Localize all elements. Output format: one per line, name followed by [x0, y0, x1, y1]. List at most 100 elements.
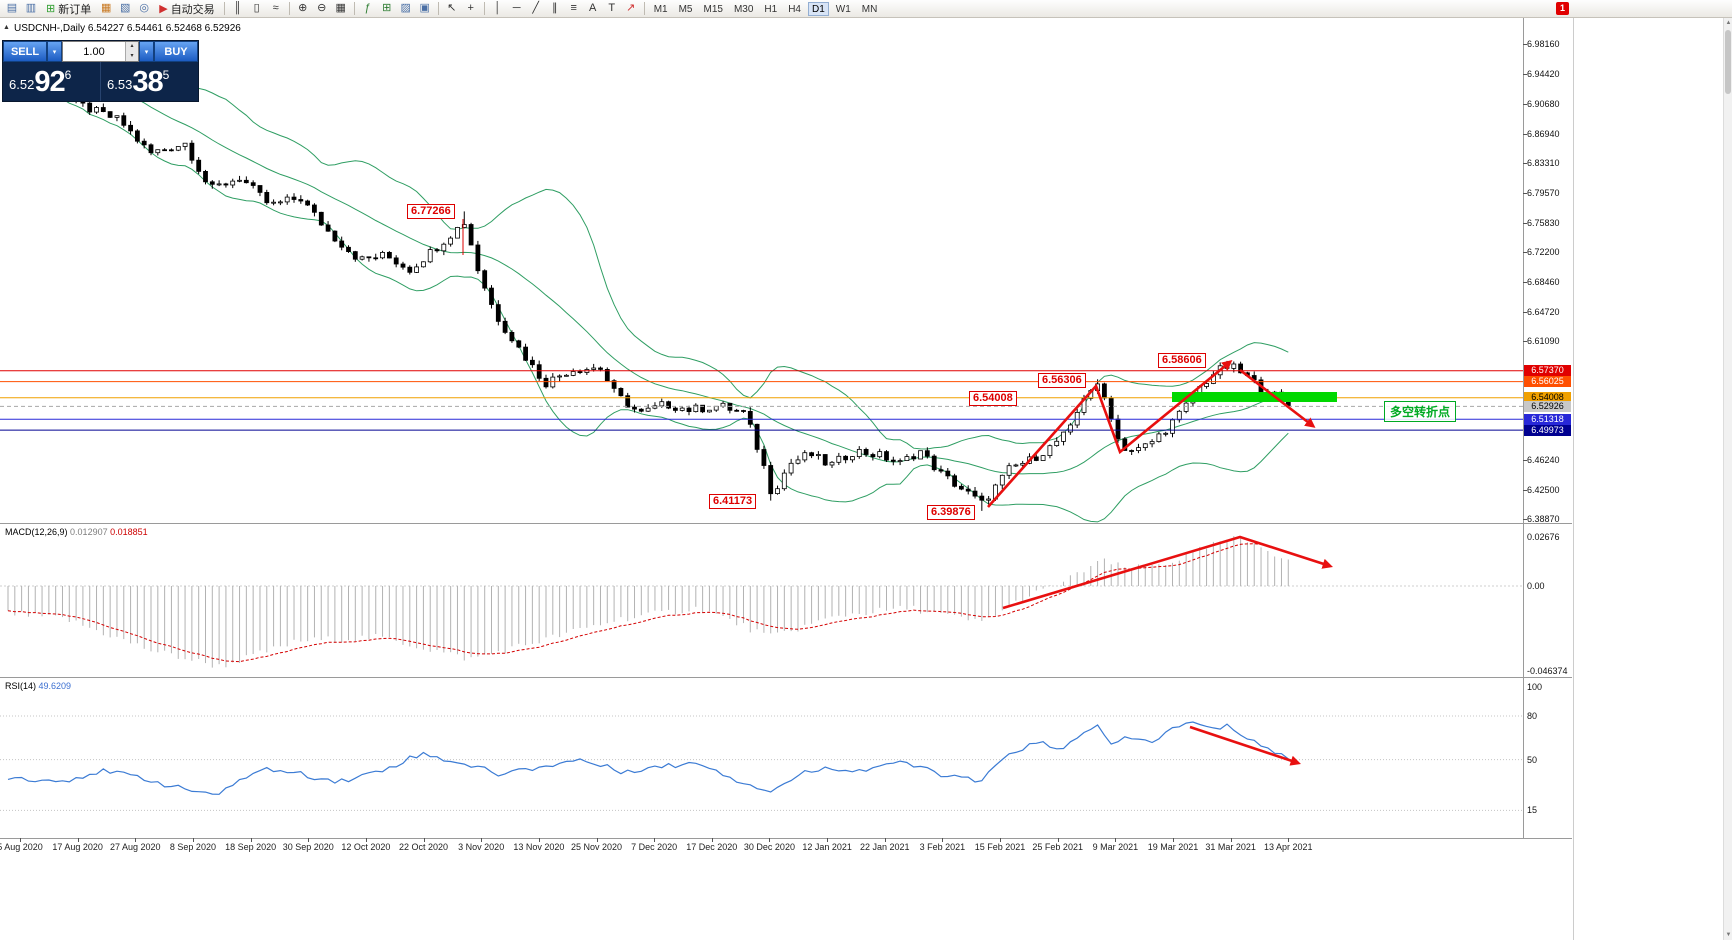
macd-axis-label: 0.02676 [1527, 532, 1560, 543]
timeframe-w1[interactable]: W1 [835, 3, 851, 15]
price-callout[interactable]: 6.77266 [407, 204, 455, 219]
chart-workspace[interactable]: ▲ USDCNH-,Daily 6.54227 6.54461 6.52468 … [0, 18, 1732, 940]
date-tick [769, 838, 771, 842]
horizontal-line-icon[interactable]: ─ [512, 2, 521, 14]
timeframe-m5[interactable]: M5 [678, 3, 693, 15]
trend-arrows[interactable] [987, 360, 1333, 766]
buy-dropdown-icon[interactable]: ▾ [139, 41, 154, 62]
price-line-badge: 6.54008 [1524, 392, 1571, 404]
price-tick [1523, 251, 1527, 253]
price-axis-label: 6.42500 [1527, 484, 1560, 495]
alert-count-badge[interactable]: 1 [1556, 2, 1569, 15]
price-axis-label: 6.79570 [1527, 187, 1560, 198]
date-label: 25 Feb 2021 [1032, 842, 1083, 852]
navigator-icon[interactable]: ◎ [139, 2, 150, 14]
price-callout[interactable]: 6.54008 [969, 391, 1017, 406]
buy-button[interactable]: BUY [154, 41, 198, 62]
zoom-in-icon[interactable]: ⊕ [298, 2, 308, 14]
arrows-icon[interactable]: ↗ [626, 2, 636, 14]
timeframe-m1[interactable]: M1 [653, 3, 668, 15]
trendline-icon[interactable]: ╱ [532, 2, 539, 14]
crosshair-icon[interactable]: + [467, 2, 474, 14]
volume-up-icon[interactable]: ▴ [126, 42, 138, 52]
toolbar-separator [483, 2, 485, 15]
timeframe-h4[interactable]: H4 [788, 3, 801, 15]
grid-icon[interactable]: ▦ [335, 2, 346, 14]
label-icon[interactable]: T [608, 2, 616, 14]
sell-dropdown-icon[interactable]: ▾ [47, 41, 62, 62]
scrollbar-thumb[interactable] [1725, 30, 1731, 94]
price-tick [1523, 340, 1527, 342]
profiles-icon[interactable]: ▥ [25, 2, 37, 14]
timeframe-m15[interactable]: M15 [703, 3, 723, 15]
rsi-panel-divider[interactable] [0, 677, 1572, 678]
cursor-icon[interactable]: ↖ [447, 2, 457, 14]
volume-field[interactable]: ▴ ▾ [62, 41, 139, 62]
scroll-down-icon[interactable]: ▼ [1725, 932, 1732, 938]
timeframe-d1[interactable]: D1 [808, 1, 829, 16]
candlesticks [5, 65, 1291, 511]
toolbar-separator [353, 2, 355, 15]
buy-price[interactable]: 6.53 38 5 [100, 62, 198, 101]
date-label: 15 Feb 2021 [974, 842, 1026, 852]
volume-spinner[interactable]: ▴ ▾ [125, 42, 138, 61]
chart-collapse-icon[interactable]: ▲ [3, 24, 10, 31]
toolbar-separator [643, 2, 645, 15]
new-order-button[interactable]: ⊞ 新订单 [41, 1, 96, 16]
new-chart-icon[interactable]: ▤ [6, 2, 18, 14]
sell-price[interactable]: 6.52 92 6 [3, 62, 100, 101]
price-callout[interactable]: 6.58606 [1158, 353, 1206, 368]
price-callout[interactable]: 6.39876 [927, 505, 975, 520]
zoom-out-icon[interactable]: ⊖ [317, 2, 327, 14]
templates-icon[interactable]: ▨ [400, 2, 411, 14]
date-tick [365, 838, 367, 842]
timeframe-m30[interactable]: M30 [733, 3, 754, 15]
date-label: 3 Feb 2021 [919, 842, 966, 852]
rsi-axis-label: 15 [1527, 805, 1538, 816]
date-label: 13 Nov 2020 [513, 842, 565, 852]
autotrading-button[interactable]: ▶ 自动交易 [154, 1, 219, 16]
autotrading-icon: ▶ [159, 3, 168, 15]
price-tick [1523, 311, 1527, 313]
buy-price-sup: 5 [162, 68, 170, 82]
market-watch-icon[interactable]: ▦ [101, 2, 112, 14]
timeframe-h1[interactable]: H1 [764, 3, 778, 15]
date-label: 25 Nov 2020 [570, 842, 623, 852]
price-callout[interactable]: 6.41173 [709, 494, 757, 509]
text-icon[interactable]: A [589, 2, 597, 14]
line-chart-icon[interactable]: ≈ [272, 2, 279, 14]
price-axis-label: 6.64720 [1527, 306, 1560, 317]
timeframe-mn[interactable]: MN [861, 3, 878, 15]
volume-input[interactable] [63, 42, 125, 61]
candlestick-chart-icon[interactable]: ▯ [253, 2, 260, 14]
date-tick [884, 838, 886, 842]
scroll-up-icon[interactable]: ▲ [1725, 20, 1732, 26]
vertical-line-icon[interactable]: │ [494, 2, 502, 14]
price-axis-label: 6.68460 [1527, 276, 1560, 287]
price-axis-label: 6.83310 [1527, 157, 1560, 168]
sell-button[interactable]: SELL [3, 41, 47, 62]
price-tick [1523, 73, 1527, 75]
rsi-line [7, 721, 1289, 795]
vertical-scrollbar[interactable]: ▲ ▼ [1723, 18, 1732, 940]
volume-down-icon[interactable]: ▾ [126, 51, 138, 61]
date-tick [1288, 838, 1290, 842]
macd-panel-divider[interactable] [0, 523, 1572, 524]
turning-point-note[interactable]: 多空转折点 [1384, 401, 1457, 422]
rsi-axis-label: 80 [1527, 711, 1538, 722]
green-highlight-zone[interactable] [1172, 392, 1337, 402]
channel-icon[interactable]: ∥ [551, 2, 558, 14]
fibonacci-icon[interactable]: ≡ [570, 2, 577, 14]
indicators-icon[interactable]: ƒ [364, 2, 371, 14]
tile-windows-icon[interactable]: ▣ [419, 2, 430, 14]
sell-price-big: 92 [34, 66, 65, 98]
date-tick [1057, 838, 1059, 842]
price-callout[interactable]: 6.56306 [1038, 373, 1086, 388]
price-axis-label: 6.38870 [1527, 514, 1560, 524]
date-label: 12 Jan 2021 [802, 842, 852, 852]
bar-chart-icon[interactable]: ║ [233, 2, 242, 14]
add-indicator-icon[interactable]: ⊞ [382, 2, 392, 14]
price-axis-label: 6.75830 [1527, 217, 1560, 228]
data-window-icon[interactable]: ▧ [120, 2, 131, 14]
